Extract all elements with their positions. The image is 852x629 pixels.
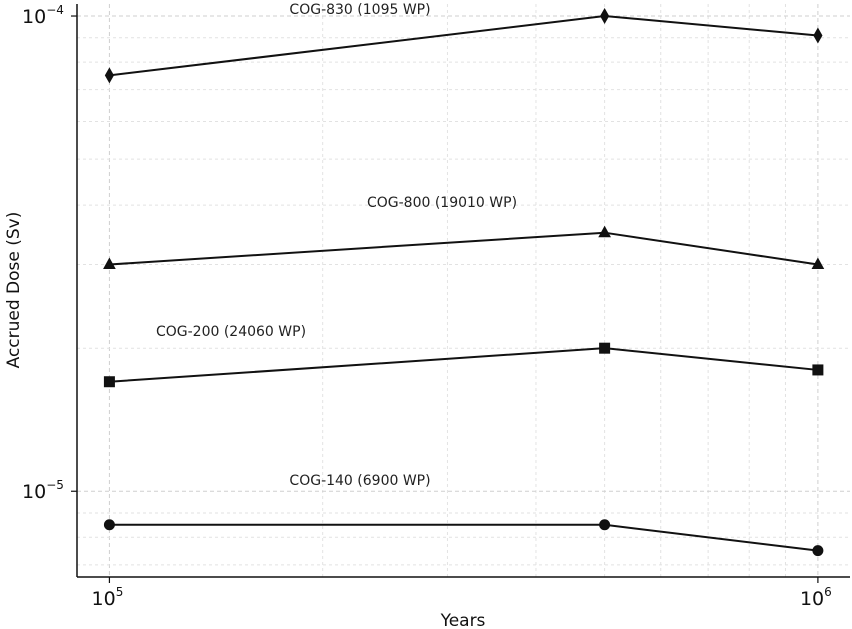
series-label: COG-800 (19010 WP) <box>367 195 517 211</box>
data-point-triangle <box>598 225 611 238</box>
data-point-square <box>599 342 611 354</box>
series-diamond <box>104 8 823 84</box>
series <box>103 8 825 557</box>
series-line <box>109 231 819 266</box>
series-square <box>103 342 824 388</box>
data-point-diamond <box>104 67 114 84</box>
data-point-square <box>103 376 115 388</box>
data-point-diamond <box>813 27 823 44</box>
data-point-triangle <box>103 257 116 270</box>
data-point-circle <box>599 519 611 531</box>
data-point-circle <box>812 545 824 557</box>
tick-labels: 105 106 10−5 10−4 <box>22 3 832 610</box>
data-point-square <box>812 364 824 376</box>
series-line <box>109 347 818 383</box>
series-triangle <box>103 225 825 270</box>
grid <box>77 4 850 577</box>
axes <box>76 4 850 578</box>
data-point-circle <box>103 519 115 531</box>
x-axis-label: Years <box>440 611 486 629</box>
y-axis-label: Accrued Dose (Sv) <box>4 212 24 369</box>
y-tick-label: 10−5 <box>22 478 64 503</box>
series-label: COG-140 (6900 WP) <box>289 473 430 489</box>
series-label: COG-830 (1095 WP) <box>289 2 430 18</box>
data-point-triangle <box>811 257 825 270</box>
series-label: COG-200 (24060 WP) <box>156 324 306 340</box>
x-tick-label: 106 <box>800 585 832 610</box>
series-circle <box>103 519 824 557</box>
data-point-diamond <box>600 8 610 25</box>
y-tick-label: 10−4 <box>22 3 64 28</box>
series-line <box>109 15 818 77</box>
x-tick-label: 105 <box>92 585 124 610</box>
series-labels: COG-830 (1095 WP) COG-800 (19010 WP) COG-2… <box>156 2 517 489</box>
